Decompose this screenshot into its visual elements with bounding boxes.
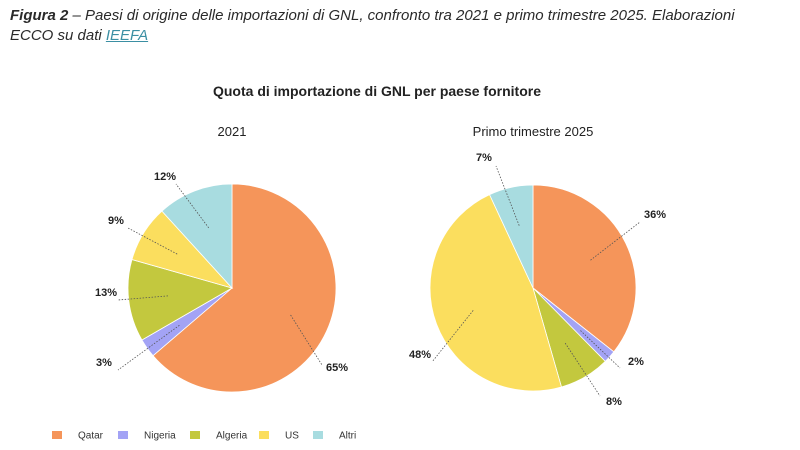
legend-label-us: US	[285, 431, 299, 442]
pie-2025-label-altri: 7%	[476, 152, 492, 164]
pies-group: 65% 3% 13% 9% 12% 36% 2% 8% 48% 7%	[95, 152, 666, 408]
legend-label-algeria: Algeria	[216, 431, 248, 442]
pie-2025-leader-us	[431, 310, 474, 363]
pie-2025-slice-qatar	[532, 184, 637, 353]
pie-2025-slice-altri	[489, 184, 534, 289]
figure-caption: Figura 2 – Paesi di origine delle import…	[10, 6, 780, 46]
pie-2021-label-altri: 12%	[154, 171, 176, 183]
pie-2021-label-qatar: 65%	[326, 362, 348, 374]
pie-2021-leader-algeria	[117, 295, 169, 301]
legend-label-qatar: Qatar	[78, 431, 104, 442]
pie-2021-label-algeria: 13%	[95, 287, 117, 299]
pie-2025-slice-us	[429, 194, 562, 392]
legend-swatch-altri	[313, 431, 323, 439]
legend-swatch-algeria	[190, 431, 200, 439]
figure-label: Figura 2	[10, 7, 69, 24]
legend-swatch-nigeria	[118, 431, 128, 439]
caption-text: – Paesi di origine delle importazioni di…	[10, 7, 735, 44]
pie-2025-label-qatar: 36%	[644, 209, 666, 221]
pie-2025-leader-qatar	[590, 221, 641, 261]
legend-label-nigeria: Nigeria	[144, 431, 176, 442]
pie-2025-subtitle: Primo trimestre 2025	[473, 124, 594, 139]
pie-2021-leader-us	[127, 227, 178, 255]
chart-title: Quota di importazione di GNL per paese f…	[213, 83, 541, 99]
legend-swatch-us	[259, 431, 269, 439]
pie-2021-leader-nigeria	[117, 324, 180, 371]
pie-2021-slice-altri	[161, 183, 233, 290]
pie-2021-label-us: 9%	[108, 215, 124, 227]
pie-2025-label-algeria: 8%	[606, 396, 622, 408]
pie-2021-slice-algeria	[127, 259, 234, 341]
pie-2021-label-nigeria: 3%	[96, 357, 112, 369]
pie-2021-leader-qatar	[290, 314, 323, 366]
pie-2025-label-us: 48%	[409, 349, 431, 361]
pie-2021-slice-qatar	[152, 183, 337, 393]
legend-label-altri: Altri	[339, 431, 356, 442]
pie-2025-leader-nigeria	[580, 330, 621, 369]
pie-2021-leader-altri	[175, 183, 210, 229]
legend: Qatar Nigeria Algeria US Altri	[52, 431, 356, 442]
legend-swatch-qatar	[52, 431, 62, 439]
source-link[interactable]: IEEFA	[105, 27, 149, 44]
pie-2021-subtitle: 2021	[218, 124, 247, 139]
pie-2025-label-nigeria: 2%	[628, 356, 644, 368]
